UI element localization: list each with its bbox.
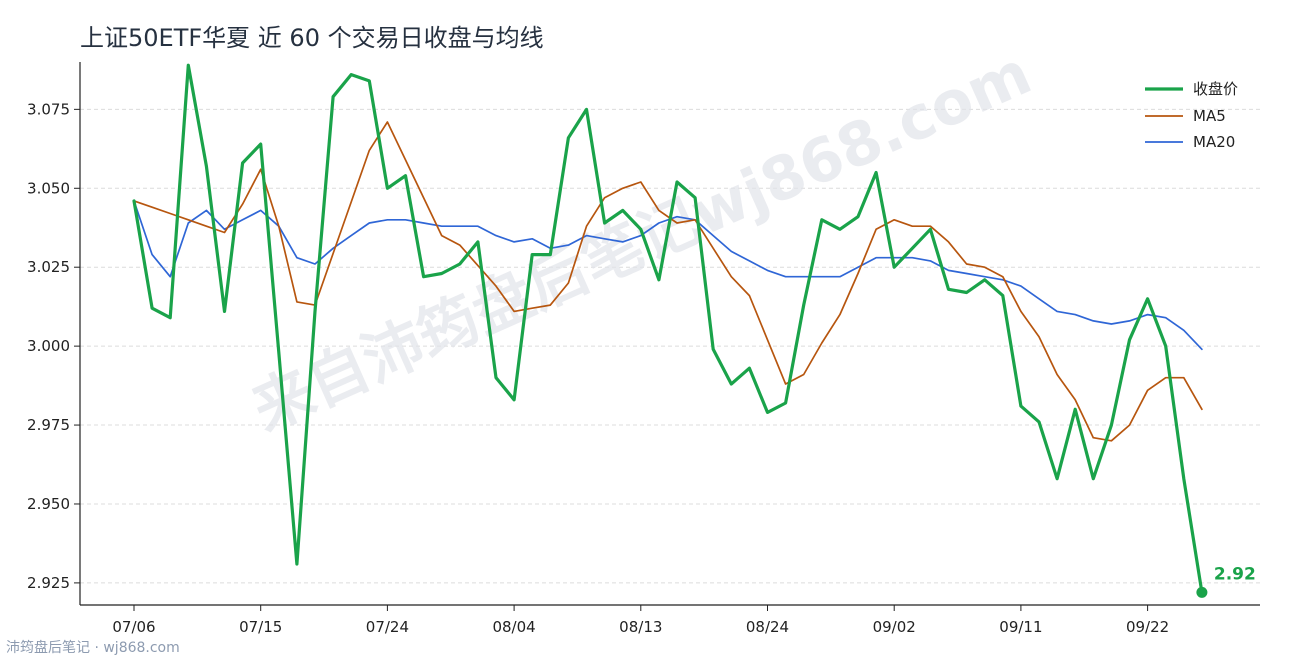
legend-label: MA5	[1193, 107, 1226, 125]
series-layer: 2.92	[132, 63, 1256, 598]
legend: 收盘价 MA5 MA20	[1145, 80, 1238, 151]
axes: 2.925 2.950 2.975 3.000 3.025 3.050 3.075 07/06…	[27, 62, 1260, 636]
watermark: 来自沛筠盘后笔记wj868.com	[242, 38, 1041, 445]
legend-ma20: MA20	[1145, 133, 1235, 151]
y-tick-label: 2.975	[27, 416, 70, 434]
y-tick-label: 2.925	[27, 574, 70, 592]
x-tick-label: 07/15	[239, 618, 282, 636]
y-tick-label: 3.000	[27, 337, 70, 355]
legend-label: 收盘价	[1193, 80, 1238, 98]
legend-close-price: 收盘价	[1145, 80, 1238, 98]
chart-title: 上证50ETF华夏 近 60 个交易日收盘与均线	[80, 24, 544, 52]
legend-label: MA20	[1193, 133, 1235, 151]
x-tick-label: 08/13	[619, 618, 662, 636]
last-close-marker	[1196, 586, 1208, 598]
ma5-line	[133, 121, 1203, 442]
x-tick-label: 09/02	[873, 618, 916, 636]
last-close-label: 2.92	[1214, 564, 1256, 584]
ma20-line	[133, 200, 1203, 351]
y-tick-label: 2.950	[27, 495, 70, 513]
legend-ma5: MA5	[1145, 107, 1226, 125]
y-tick-label: 3.025	[27, 258, 70, 276]
x-tick-label: 08/04	[492, 618, 535, 636]
x-tick-label: 07/24	[366, 618, 409, 636]
y-tick-label: 3.075	[27, 100, 70, 118]
footer-credit: 沛筠盘后笔记 · wj868.com	[6, 640, 180, 656]
y-tick-label: 3.050	[27, 179, 70, 197]
close-price-line	[132, 63, 1204, 595]
x-tick-label: 09/11	[999, 618, 1042, 636]
x-tick-label: 09/22	[1126, 618, 1169, 636]
grid-lines	[80, 108, 1260, 584]
x-tick-label: 07/06	[112, 618, 155, 636]
x-tick-label: 08/24	[746, 618, 789, 636]
